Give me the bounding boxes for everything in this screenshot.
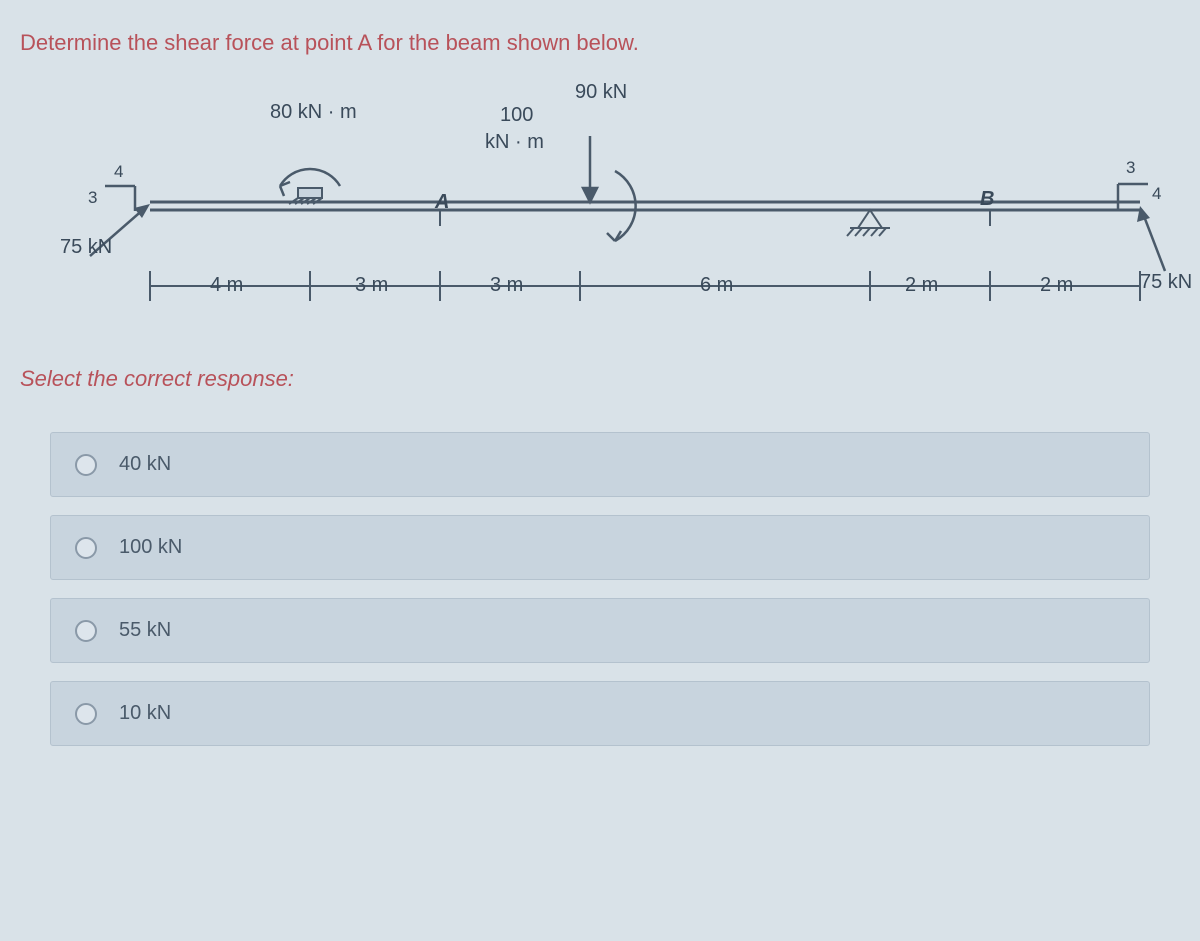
left-force-label: 75 kN xyxy=(60,236,112,259)
point-b-label: B xyxy=(980,188,994,211)
option-3[interactable]: 10 kN xyxy=(50,681,1150,746)
beam-diagram: 80 kN · m 90 kN 100 kN · m 4 3 75 kN 3 4… xyxy=(20,76,1170,326)
dim-2: 3 m xyxy=(490,274,523,297)
moment2-label-bot: kN · m xyxy=(485,131,544,154)
option-2[interactable]: 55 kN xyxy=(50,598,1150,663)
dim-3: 6 m xyxy=(700,274,733,297)
moment2-label-top: 100 xyxy=(500,104,533,127)
dim-0: 4 m xyxy=(210,274,243,297)
left-slope-v: 4 xyxy=(114,162,123,182)
radio-icon xyxy=(75,703,97,725)
option-1[interactable]: 100 kN xyxy=(50,515,1150,580)
right-slope-v: 4 xyxy=(1152,184,1161,204)
option-label: 10 kN xyxy=(119,702,171,725)
dim-1: 3 m xyxy=(355,274,388,297)
option-0[interactable]: 40 kN xyxy=(50,432,1150,497)
options-list: 40 kN 100 kN 55 kN 10 kN xyxy=(20,432,1180,746)
left-slope-h: 3 xyxy=(88,188,97,208)
prompt-text: Select the correct response: xyxy=(20,366,1180,392)
moment1-label: 80 kN · m xyxy=(270,101,357,124)
point-a-label: A xyxy=(435,191,449,214)
question-text: Determine the shear force at point A for… xyxy=(20,30,1180,56)
right-slope-h: 3 xyxy=(1126,158,1135,178)
option-label: 40 kN xyxy=(119,453,171,476)
radio-icon xyxy=(75,620,97,642)
radio-icon xyxy=(75,537,97,559)
radio-icon xyxy=(75,454,97,476)
right-force-label: 75 kN xyxy=(1140,271,1192,294)
pointload-label: 90 kN xyxy=(575,81,627,104)
option-label: 55 kN xyxy=(119,619,171,642)
option-label: 100 kN xyxy=(119,536,182,559)
dim-4: 2 m xyxy=(905,274,938,297)
dim-5: 2 m xyxy=(1040,274,1073,297)
